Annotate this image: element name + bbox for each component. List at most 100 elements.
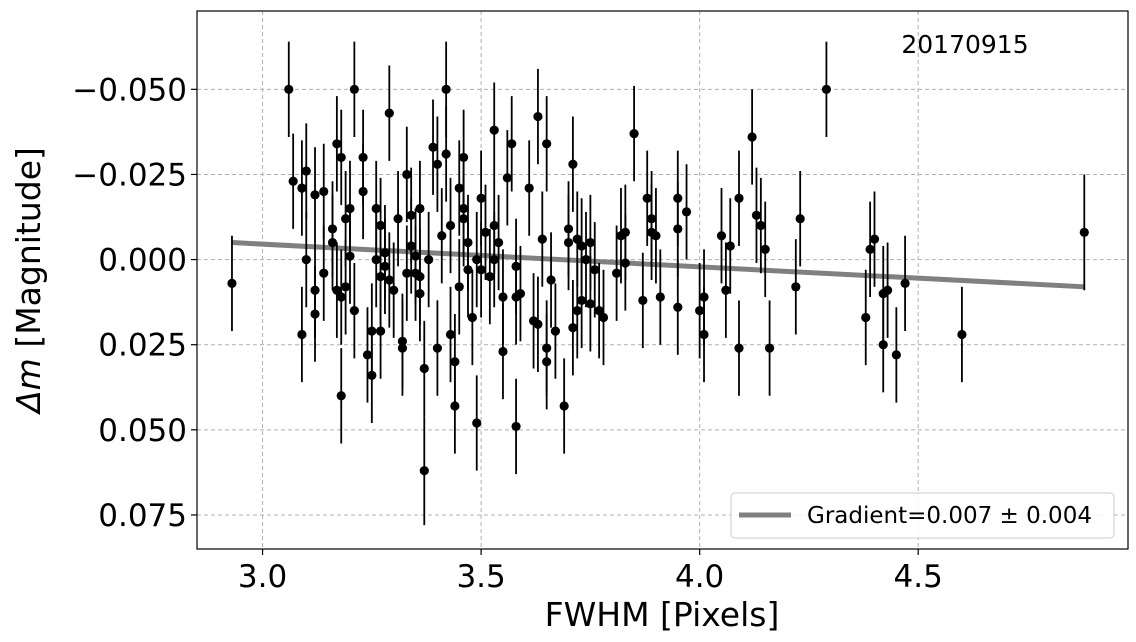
data-point — [476, 222, 486, 318]
data-marker — [358, 152, 368, 163]
data-point — [428, 99, 438, 195]
data-marker — [341, 282, 351, 292]
data-marker — [861, 312, 871, 323]
data-point — [655, 249, 665, 345]
data-marker — [795, 214, 805, 224]
data-marker — [695, 306, 705, 316]
data-point — [349, 41, 359, 137]
data-point — [760, 201, 770, 298]
data-marker — [476, 265, 486, 275]
data-marker — [642, 193, 652, 203]
data-point — [756, 177, 766, 274]
data-point — [537, 191, 547, 287]
data-marker — [511, 421, 521, 432]
data-marker — [542, 139, 552, 149]
data-point — [620, 215, 630, 311]
data-marker — [397, 343, 408, 353]
y-tick-label: 0.075 — [98, 498, 187, 534]
data-marker — [791, 282, 801, 292]
legend-label: Gradient=0.007 ± 0.004 — [807, 503, 1092, 529]
data-marker — [673, 302, 683, 312]
data-marker — [493, 237, 504, 248]
data-point — [891, 307, 901, 403]
data-point — [533, 68, 543, 165]
data-marker — [865, 244, 875, 254]
data-marker — [445, 220, 456, 231]
data-marker — [485, 271, 495, 282]
data-point — [349, 262, 359, 359]
data-point — [878, 297, 888, 393]
data-point — [869, 191, 880, 287]
data-point — [642, 150, 652, 246]
data-point — [445, 286, 456, 383]
data-point — [507, 96, 517, 192]
data-marker — [542, 357, 552, 367]
data-point — [384, 65, 394, 161]
data-marker — [577, 295, 587, 306]
data-point — [227, 235, 237, 332]
data-point — [751, 167, 762, 263]
data-marker — [572, 234, 582, 244]
data-marker — [651, 231, 661, 241]
data-point — [638, 252, 648, 349]
data-marker — [384, 275, 394, 285]
data-marker — [563, 237, 574, 248]
data-point — [734, 300, 744, 396]
data-point — [493, 194, 504, 291]
data-point — [301, 211, 311, 308]
data-marker — [393, 214, 403, 224]
data-marker — [764, 343, 775, 353]
data-point — [437, 188, 447, 284]
data-marker — [869, 234, 880, 244]
data-point — [441, 106, 451, 202]
data-point — [362, 307, 373, 403]
data-point — [577, 198, 587, 294]
data-point — [459, 171, 469, 267]
data-point — [397, 300, 408, 396]
data-marker — [402, 169, 412, 180]
data-point — [371, 211, 381, 308]
data-marker — [550, 326, 561, 336]
data-point — [332, 242, 342, 338]
data-point — [695, 262, 705, 359]
data-marker — [638, 295, 648, 306]
data-marker — [301, 254, 311, 265]
data-marker — [489, 125, 499, 135]
data-marker — [721, 285, 731, 295]
data-marker — [297, 329, 307, 340]
data-marker — [288, 176, 298, 186]
axis-ticks: 3.0 3.5 4.0 4.5 −0.050 −0.025 0.000 0.025 0.050 0… — [72, 72, 943, 595]
data-point — [424, 211, 434, 308]
data-marker — [620, 258, 630, 268]
data-point — [721, 242, 731, 338]
data-marker — [502, 173, 512, 183]
data-point — [336, 249, 346, 345]
data-marker — [524, 183, 534, 193]
data-marker — [432, 343, 442, 353]
data-marker — [437, 231, 447, 241]
data-point — [590, 222, 600, 318]
data-marker — [332, 285, 342, 295]
data-marker — [883, 285, 893, 295]
data-point — [472, 375, 482, 471]
data-marker — [533, 111, 543, 122]
data-marker — [515, 289, 526, 299]
data-point — [581, 211, 591, 308]
data-marker — [581, 254, 591, 265]
chart-annotation: 20170915 — [901, 30, 1028, 59]
data-marker — [699, 329, 709, 340]
data-marker — [459, 214, 469, 224]
y-tick-label: −0.025 — [72, 157, 187, 193]
data-marker — [900, 278, 910, 289]
data-point — [542, 314, 552, 410]
data-point — [861, 269, 871, 366]
data-marker — [336, 152, 346, 163]
data-point — [319, 143, 329, 240]
data-marker — [450, 401, 460, 411]
data-point — [284, 41, 294, 137]
data-marker — [878, 340, 888, 350]
data-marker — [476, 193, 486, 203]
data-marker — [472, 418, 482, 428]
data-marker — [559, 401, 569, 411]
data-point — [358, 109, 368, 206]
